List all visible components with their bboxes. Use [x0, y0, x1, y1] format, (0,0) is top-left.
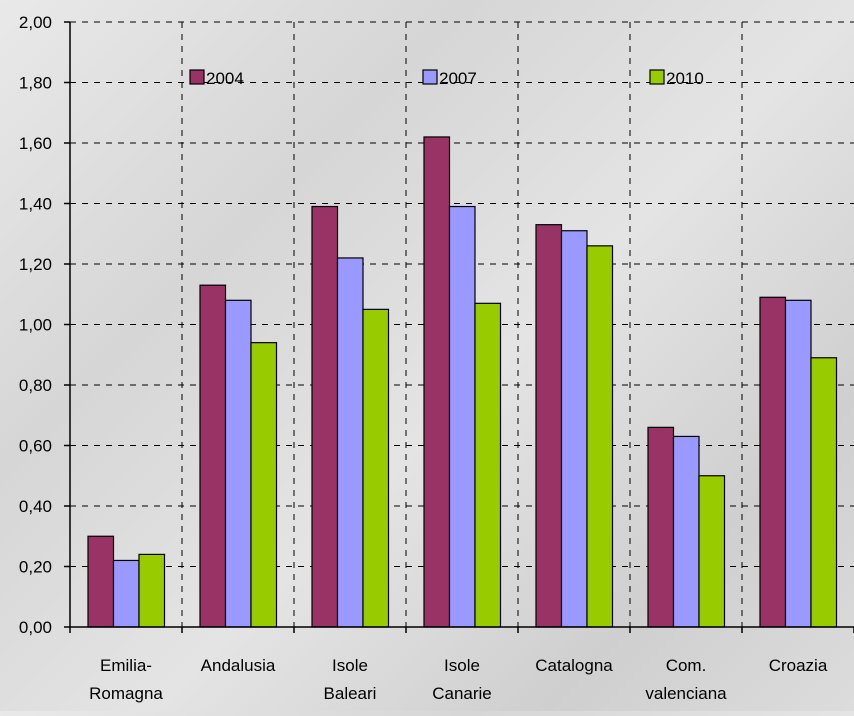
x-tick-label: Com. valenciana	[645, 656, 727, 703]
legend-swatch-2010	[649, 69, 665, 85]
y-tick-label: 0,20	[19, 558, 52, 577]
bar-2004-2	[311, 205, 339, 628]
y-tick-label: 1,60	[19, 134, 52, 153]
bar-2010-2	[362, 308, 390, 628]
legend-swatch-2004	[189, 69, 205, 85]
bar-2010-1	[250, 342, 278, 628]
bar-2010-6	[810, 357, 838, 628]
bar-2007-1	[224, 299, 252, 628]
x-tick-label: Emilia-Romagna	[89, 656, 163, 703]
bar-2007-3	[448, 205, 476, 628]
bar-2010-3	[474, 302, 502, 628]
bar-2007-2	[336, 257, 364, 628]
y-tick-label: 1,20	[19, 255, 52, 274]
y-tick-label: 1,80	[19, 74, 52, 93]
grid	[70, 21, 854, 627]
y-tick-label: 0,00	[19, 618, 52, 637]
bar-2007-0	[112, 559, 140, 628]
x-tick-label: Croazia	[769, 656, 828, 675]
legend: 2004 2007 2010	[189, 69, 704, 88]
x-tick-label: Isole Canarie	[432, 656, 492, 703]
bar-2004-1	[199, 284, 227, 628]
bar-2007-6	[784, 299, 812, 628]
bar-2010-0	[138, 553, 166, 628]
bar-2004-3	[423, 136, 451, 628]
y-tick-label: 0,80	[19, 376, 52, 395]
bar-2010-4	[586, 245, 614, 628]
bar-2007-5	[672, 435, 700, 628]
x-tick-label: Andalusia	[201, 656, 276, 675]
y-tick-label: 1,00	[19, 316, 52, 335]
bar-2010-5	[698, 475, 726, 628]
bar-2004-5	[647, 426, 675, 628]
legend-label-2007: 2007	[439, 69, 477, 88]
legend-label-2010: 2010	[666, 69, 704, 88]
y-tick-label: 0,40	[19, 497, 52, 516]
bar-2004-4	[535, 224, 563, 628]
bar-2004-6	[759, 296, 787, 628]
y-tick-label: 1,40	[19, 195, 52, 214]
x-tick-label: Isole Baleari	[324, 656, 377, 703]
bar-2007-4	[560, 230, 588, 628]
y-tick-label: 0,60	[19, 437, 52, 456]
x-tick-label: Catalogna	[535, 656, 613, 675]
legend-label-2004: 2004	[206, 69, 244, 88]
bars	[87, 136, 838, 628]
bar-2004-0	[87, 535, 115, 628]
legend-swatch-2007	[422, 69, 438, 85]
axes: 0,00 0,20 0,40 0,60 0,80 1,00 1,20 1,40 1,60 1,80…	[19, 13, 854, 703]
y-tick-label: 2,00	[19, 13, 52, 32]
